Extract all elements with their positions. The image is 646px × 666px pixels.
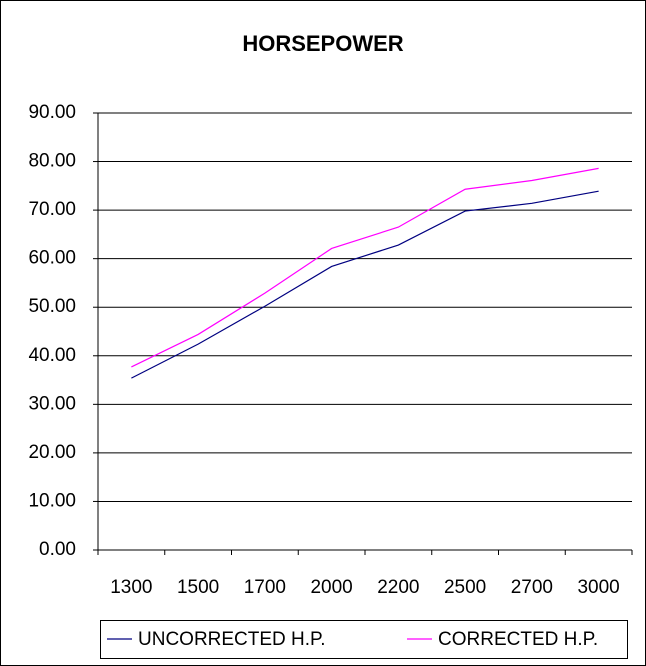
x-tick-label: 2500	[444, 577, 486, 598]
y-tick-label: 30.00	[28, 393, 76, 414]
chart-title: HORSEPOWER	[242, 31, 403, 56]
x-tick-label: 2000	[310, 577, 352, 598]
y-tick-label: 60.00	[28, 248, 76, 269]
x-tick-label: 2200	[377, 577, 419, 598]
series-line	[131, 167, 599, 368]
legend-label: UNCORRECTED H.P.	[138, 629, 326, 650]
y-tick-label: 0.00	[39, 539, 76, 560]
x-tick-label: 1500	[177, 577, 219, 598]
x-tick-label: 3000	[577, 577, 619, 598]
x-tick-label: 1700	[244, 577, 286, 598]
y-tick-label: 40.00	[28, 345, 76, 366]
x-tick-label: 1300	[110, 577, 152, 598]
y-tick-label: 50.00	[28, 296, 76, 317]
y-tick-label: 70.00	[28, 199, 76, 220]
legend-box	[100, 620, 628, 659]
legend-label: CORRECTED H.P.	[438, 629, 598, 650]
y-tick-label: 90.00	[28, 102, 76, 123]
x-tick-label: 2700	[511, 577, 553, 598]
series-line	[131, 190, 599, 379]
y-tick-label: 80.00	[28, 151, 76, 172]
y-tick-label: 20.00	[28, 442, 76, 463]
y-tick-label: 10.00	[28, 490, 76, 511]
